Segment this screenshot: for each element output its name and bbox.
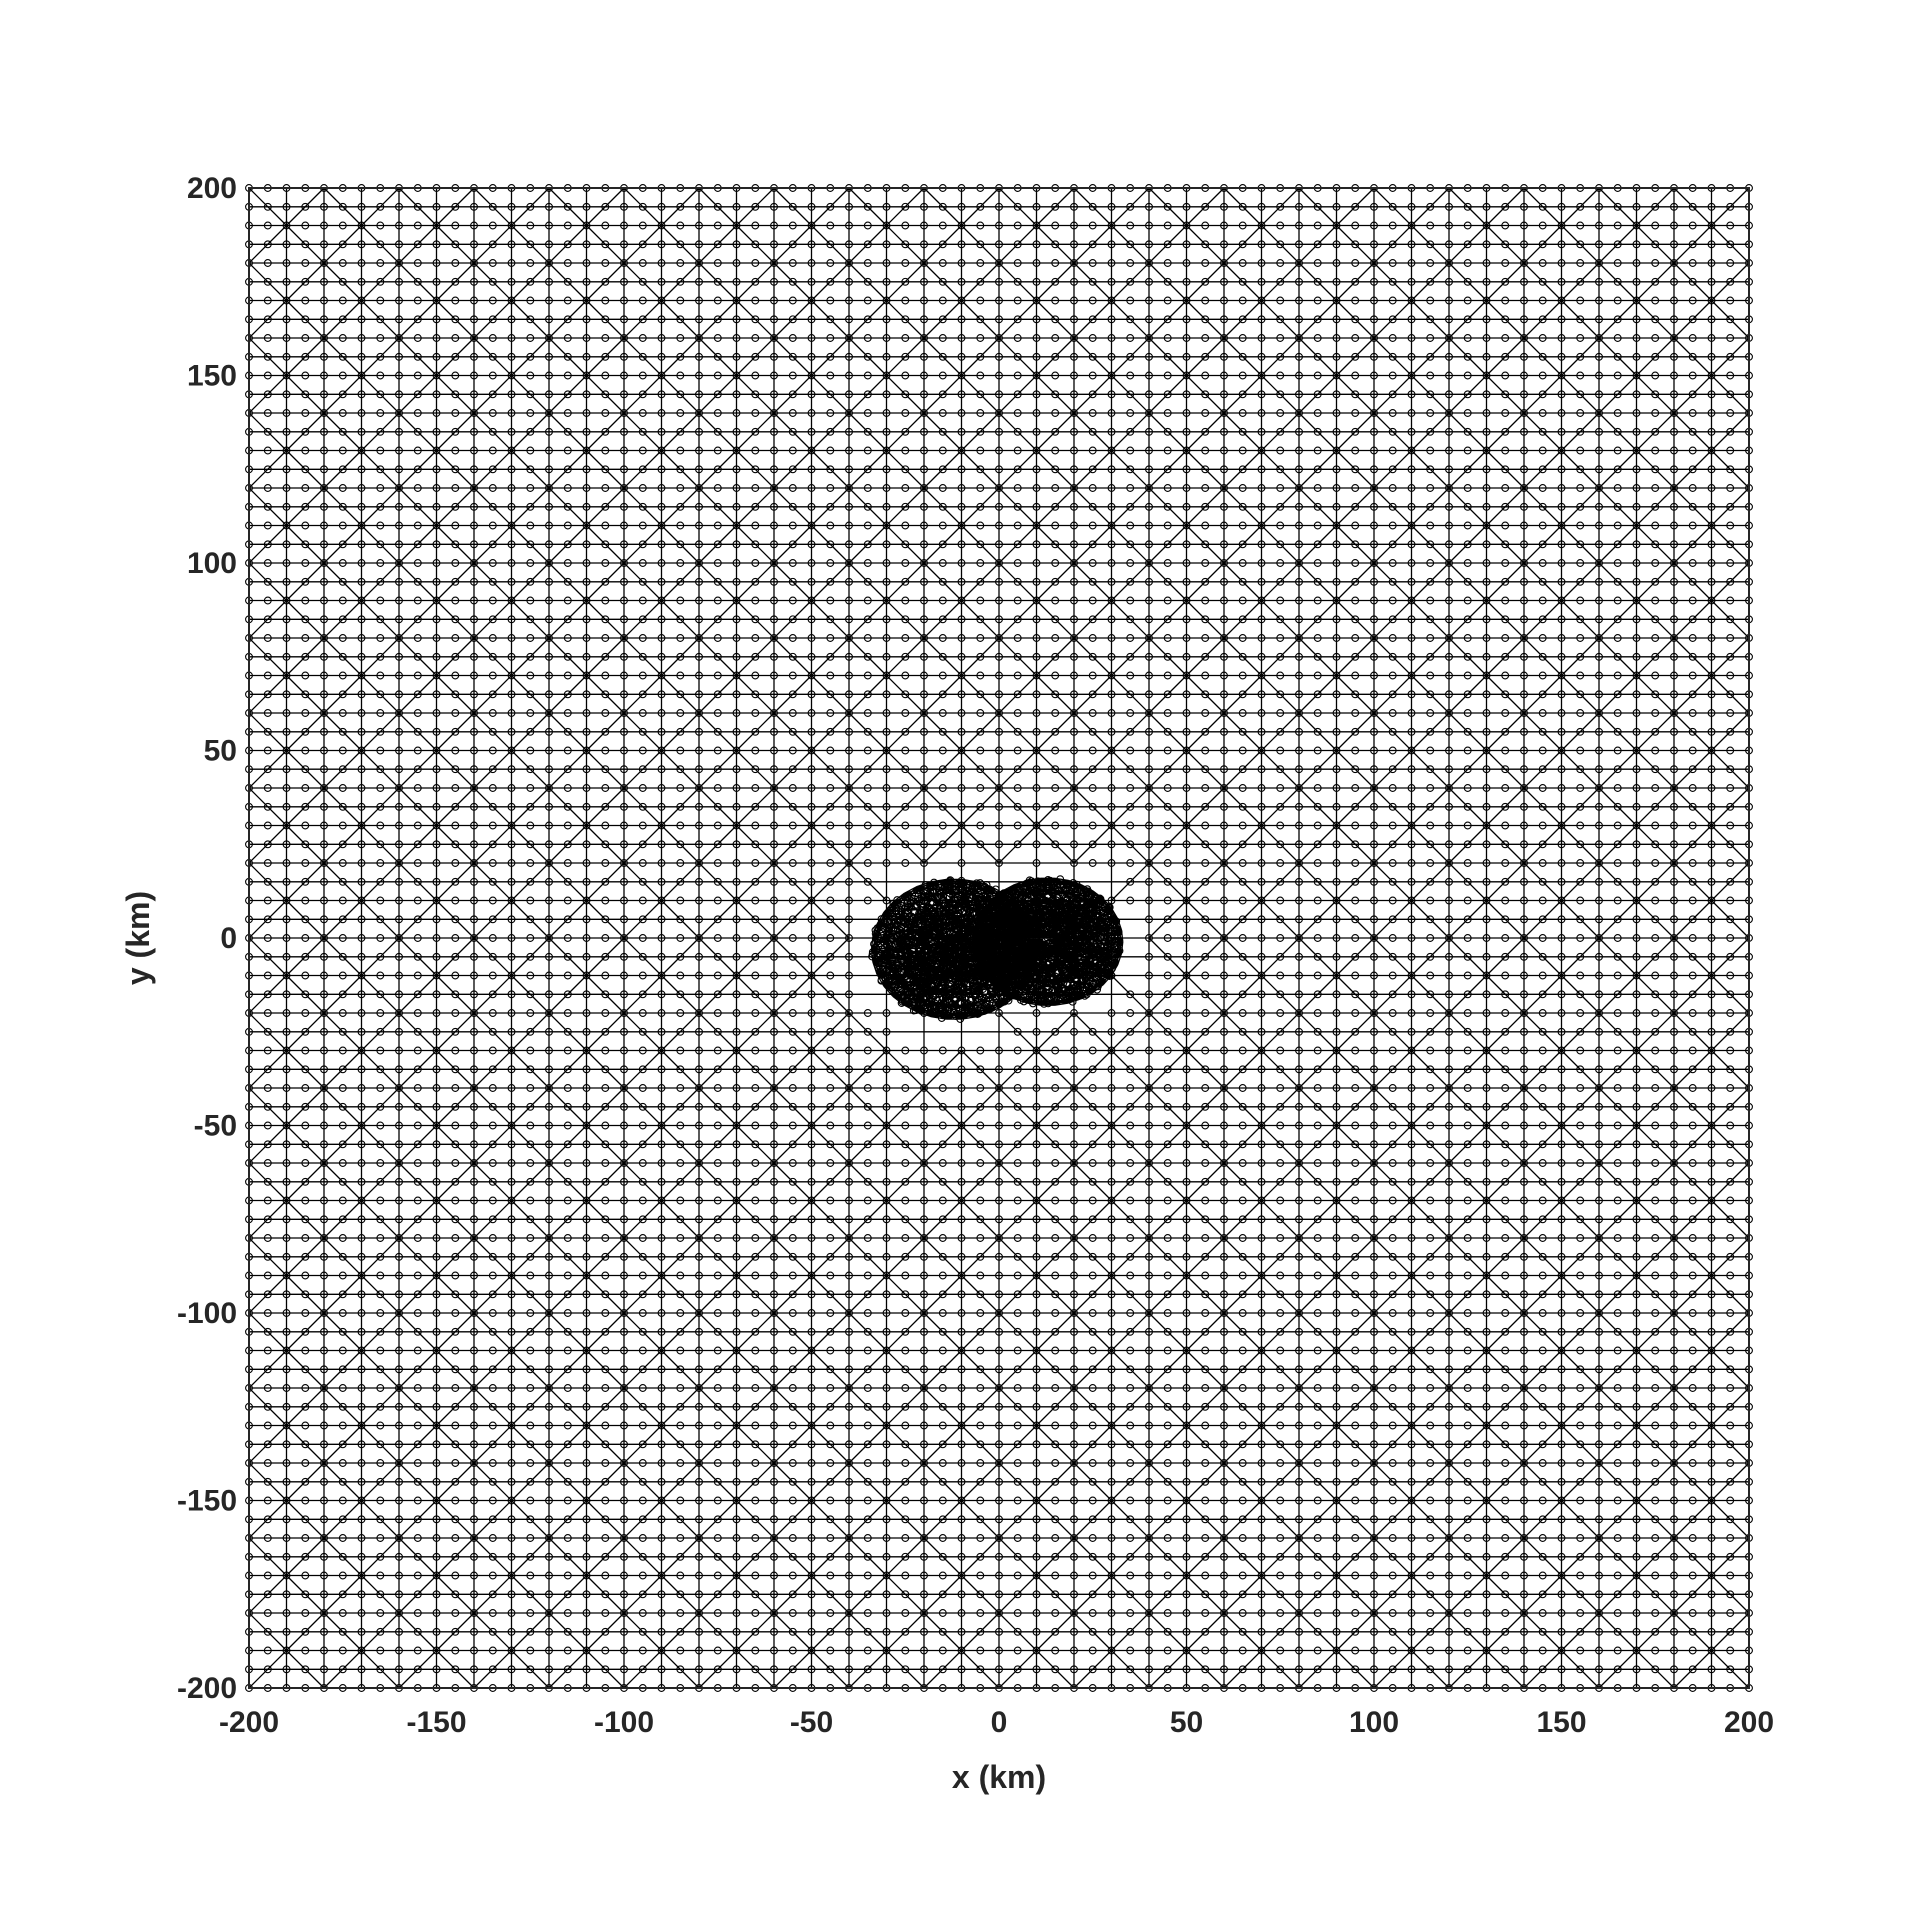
x-tick-label: 150	[1536, 1706, 1586, 1739]
y-tick-label: 100	[187, 547, 237, 580]
x-tick-label: 0	[991, 1706, 1008, 1739]
y-axis-label: y (km)	[120, 891, 156, 985]
y-tick-label: 0	[220, 922, 237, 955]
x-axis-label: x (km)	[952, 1759, 1046, 1795]
plot-area	[245, 184, 1753, 1692]
x-tick-label: -200	[219, 1706, 279, 1739]
x-tick-label: -150	[406, 1706, 466, 1739]
x-tick-label: -50	[790, 1706, 833, 1739]
y-tick-label: -50	[194, 1110, 237, 1143]
y-axis-ticks: -200 -150 -100 -50 0 50 100 150 200	[177, 172, 237, 1705]
y-tick-label: 50	[204, 735, 237, 768]
x-tick-label: 200	[1724, 1706, 1774, 1739]
y-tick-label: -100	[177, 1297, 237, 1330]
x-tick-label: 100	[1349, 1706, 1399, 1739]
mesh-edge-lines	[248, 187, 1750, 1689]
axes-box	[248, 187, 1750, 1689]
y-tick-label: -200	[177, 1672, 237, 1705]
x-axis-ticks: -200 -150 -100 -50 0 50 100 150 200	[219, 1706, 1774, 1739]
mesh-edges	[248, 187, 1750, 1689]
y-tick-label: 200	[187, 172, 237, 205]
x-tick-label: 50	[1170, 1706, 1203, 1739]
x-tick-label: -100	[594, 1706, 654, 1739]
y-tick-label: -150	[177, 1485, 237, 1518]
y-tick-label: 150	[187, 360, 237, 393]
